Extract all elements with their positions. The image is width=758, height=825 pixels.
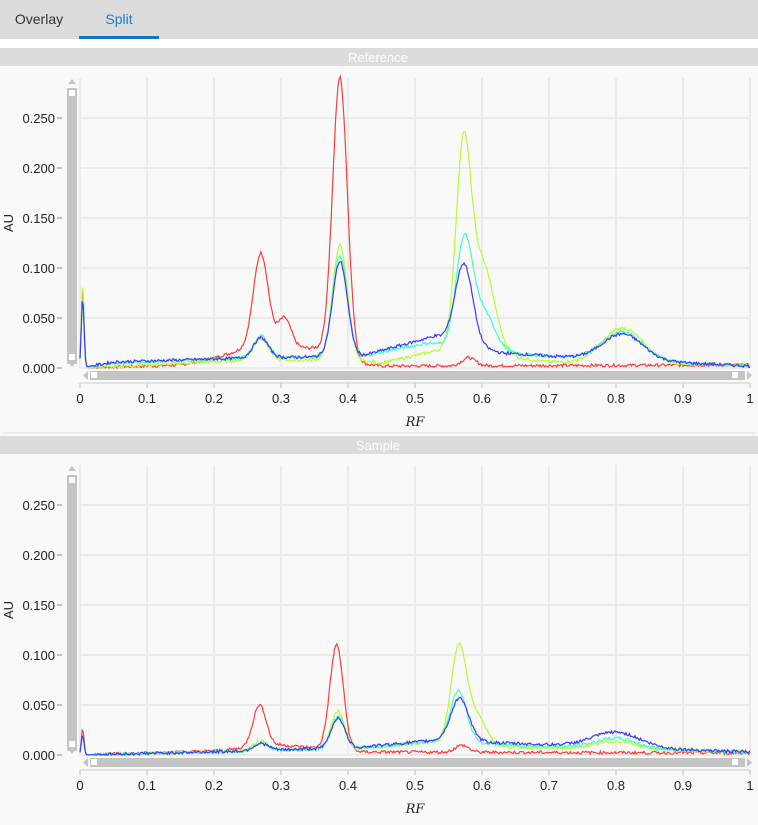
x-tick-label: 0.4 bbox=[339, 391, 357, 406]
x-tick-label: 0 bbox=[76, 391, 83, 406]
panel-header bbox=[0, 48, 758, 66]
series-line-blue bbox=[79, 261, 751, 369]
panel-title: Sample bbox=[356, 438, 400, 453]
y-tick-label: 0.050 bbox=[22, 311, 55, 326]
series-line-red bbox=[79, 642, 751, 756]
x-tick-label: 0 bbox=[76, 778, 83, 793]
vertical-scroll-handle-top[interactable] bbox=[69, 477, 75, 483]
scroll-right-arrow-icon[interactable] bbox=[747, 371, 752, 380]
panel-header bbox=[0, 436, 758, 454]
x-tick-label: 0.7 bbox=[540, 391, 558, 406]
vertical-scroll-handle-top[interactable] bbox=[69, 90, 75, 96]
y-tick-label: 0.200 bbox=[22, 161, 55, 176]
horizontal-scroll-handle-right[interactable] bbox=[732, 759, 738, 765]
horizontal-scroll-handle-left[interactable] bbox=[91, 372, 97, 378]
tab-strip bbox=[0, 39, 758, 48]
x-tick-label: 1 bbox=[746, 778, 753, 793]
x-axis-label: RF bbox=[405, 802, 426, 817]
y-tick-label: 0.150 bbox=[22, 598, 55, 613]
x-tick-label: 0.6 bbox=[473, 391, 491, 406]
vertical-scroll-handle-bottom[interactable] bbox=[69, 354, 75, 360]
x-tick-label: 0.7 bbox=[540, 778, 558, 793]
tab-split[interactable]: Split bbox=[79, 0, 159, 39]
y-tick-label: 0.050 bbox=[22, 698, 55, 713]
x-tick-label: 0.3 bbox=[272, 778, 290, 793]
scroll-right-arrow-icon[interactable] bbox=[747, 758, 752, 767]
scroll-down-arrow-icon[interactable] bbox=[68, 362, 76, 367]
x-tick-label: 0.3 bbox=[272, 391, 290, 406]
scroll-up-arrow-icon[interactable] bbox=[68, 466, 76, 471]
x-tick-label: 0.6 bbox=[473, 778, 491, 793]
y-tick-label: 0.250 bbox=[22, 498, 55, 513]
x-tick-label: 0.1 bbox=[138, 391, 156, 406]
scroll-up-arrow-icon[interactable] bbox=[68, 79, 76, 84]
panel-title: Reference bbox=[348, 50, 408, 65]
vertical-scrollbar[interactable] bbox=[67, 475, 77, 751]
x-tick-label: 0.1 bbox=[138, 778, 156, 793]
horizontal-scroll-handle-right[interactable] bbox=[732, 372, 738, 378]
horizontal-scrollbar[interactable] bbox=[90, 371, 745, 380]
horizontal-scroll-handle-left[interactable] bbox=[91, 759, 97, 765]
vertical-scroll-handle-bottom[interactable] bbox=[69, 741, 75, 747]
x-axis-label: RF bbox=[405, 415, 426, 430]
x-tick-label: 0.2 bbox=[205, 778, 223, 793]
y-tick-label: 0.100 bbox=[22, 648, 55, 663]
x-tick-label: 0.8 bbox=[607, 391, 625, 406]
horizontal-scrollbar[interactable] bbox=[90, 758, 745, 767]
y-tick-label: 0.150 bbox=[22, 211, 55, 226]
y-tick-label: 0.100 bbox=[22, 261, 55, 276]
tab-overlay[interactable]: Overlay bbox=[14, 11, 64, 27]
tab-bar: Overlay Split bbox=[0, 0, 758, 39]
vertical-scrollbar[interactable] bbox=[67, 88, 77, 364]
x-tick-label: 0.2 bbox=[205, 391, 223, 406]
y-axis-label: AU bbox=[1, 601, 16, 619]
series-line-cyan bbox=[79, 688, 751, 757]
series-line-green bbox=[79, 130, 751, 369]
y-tick-label: 0.000 bbox=[22, 361, 55, 376]
scroll-left-arrow-icon[interactable] bbox=[83, 758, 88, 767]
x-tick-label: 0.9 bbox=[674, 778, 692, 793]
series-line-blue bbox=[79, 696, 751, 757]
y-tick-label: 0.200 bbox=[22, 548, 55, 563]
x-tick-label: 0.5 bbox=[406, 778, 424, 793]
x-tick-label: 0.8 bbox=[607, 778, 625, 793]
y-axis-label: AU bbox=[1, 214, 16, 232]
y-tick-label: 0.250 bbox=[22, 111, 55, 126]
scroll-left-arrow-icon[interactable] bbox=[83, 371, 88, 380]
scroll-down-arrow-icon[interactable] bbox=[68, 749, 76, 754]
x-tick-label: 1 bbox=[746, 391, 753, 406]
x-tick-label: 0.9 bbox=[674, 391, 692, 406]
x-tick-label: 0.4 bbox=[339, 778, 357, 793]
y-tick-label: 0.000 bbox=[22, 748, 55, 763]
x-tick-label: 0.5 bbox=[406, 391, 424, 406]
